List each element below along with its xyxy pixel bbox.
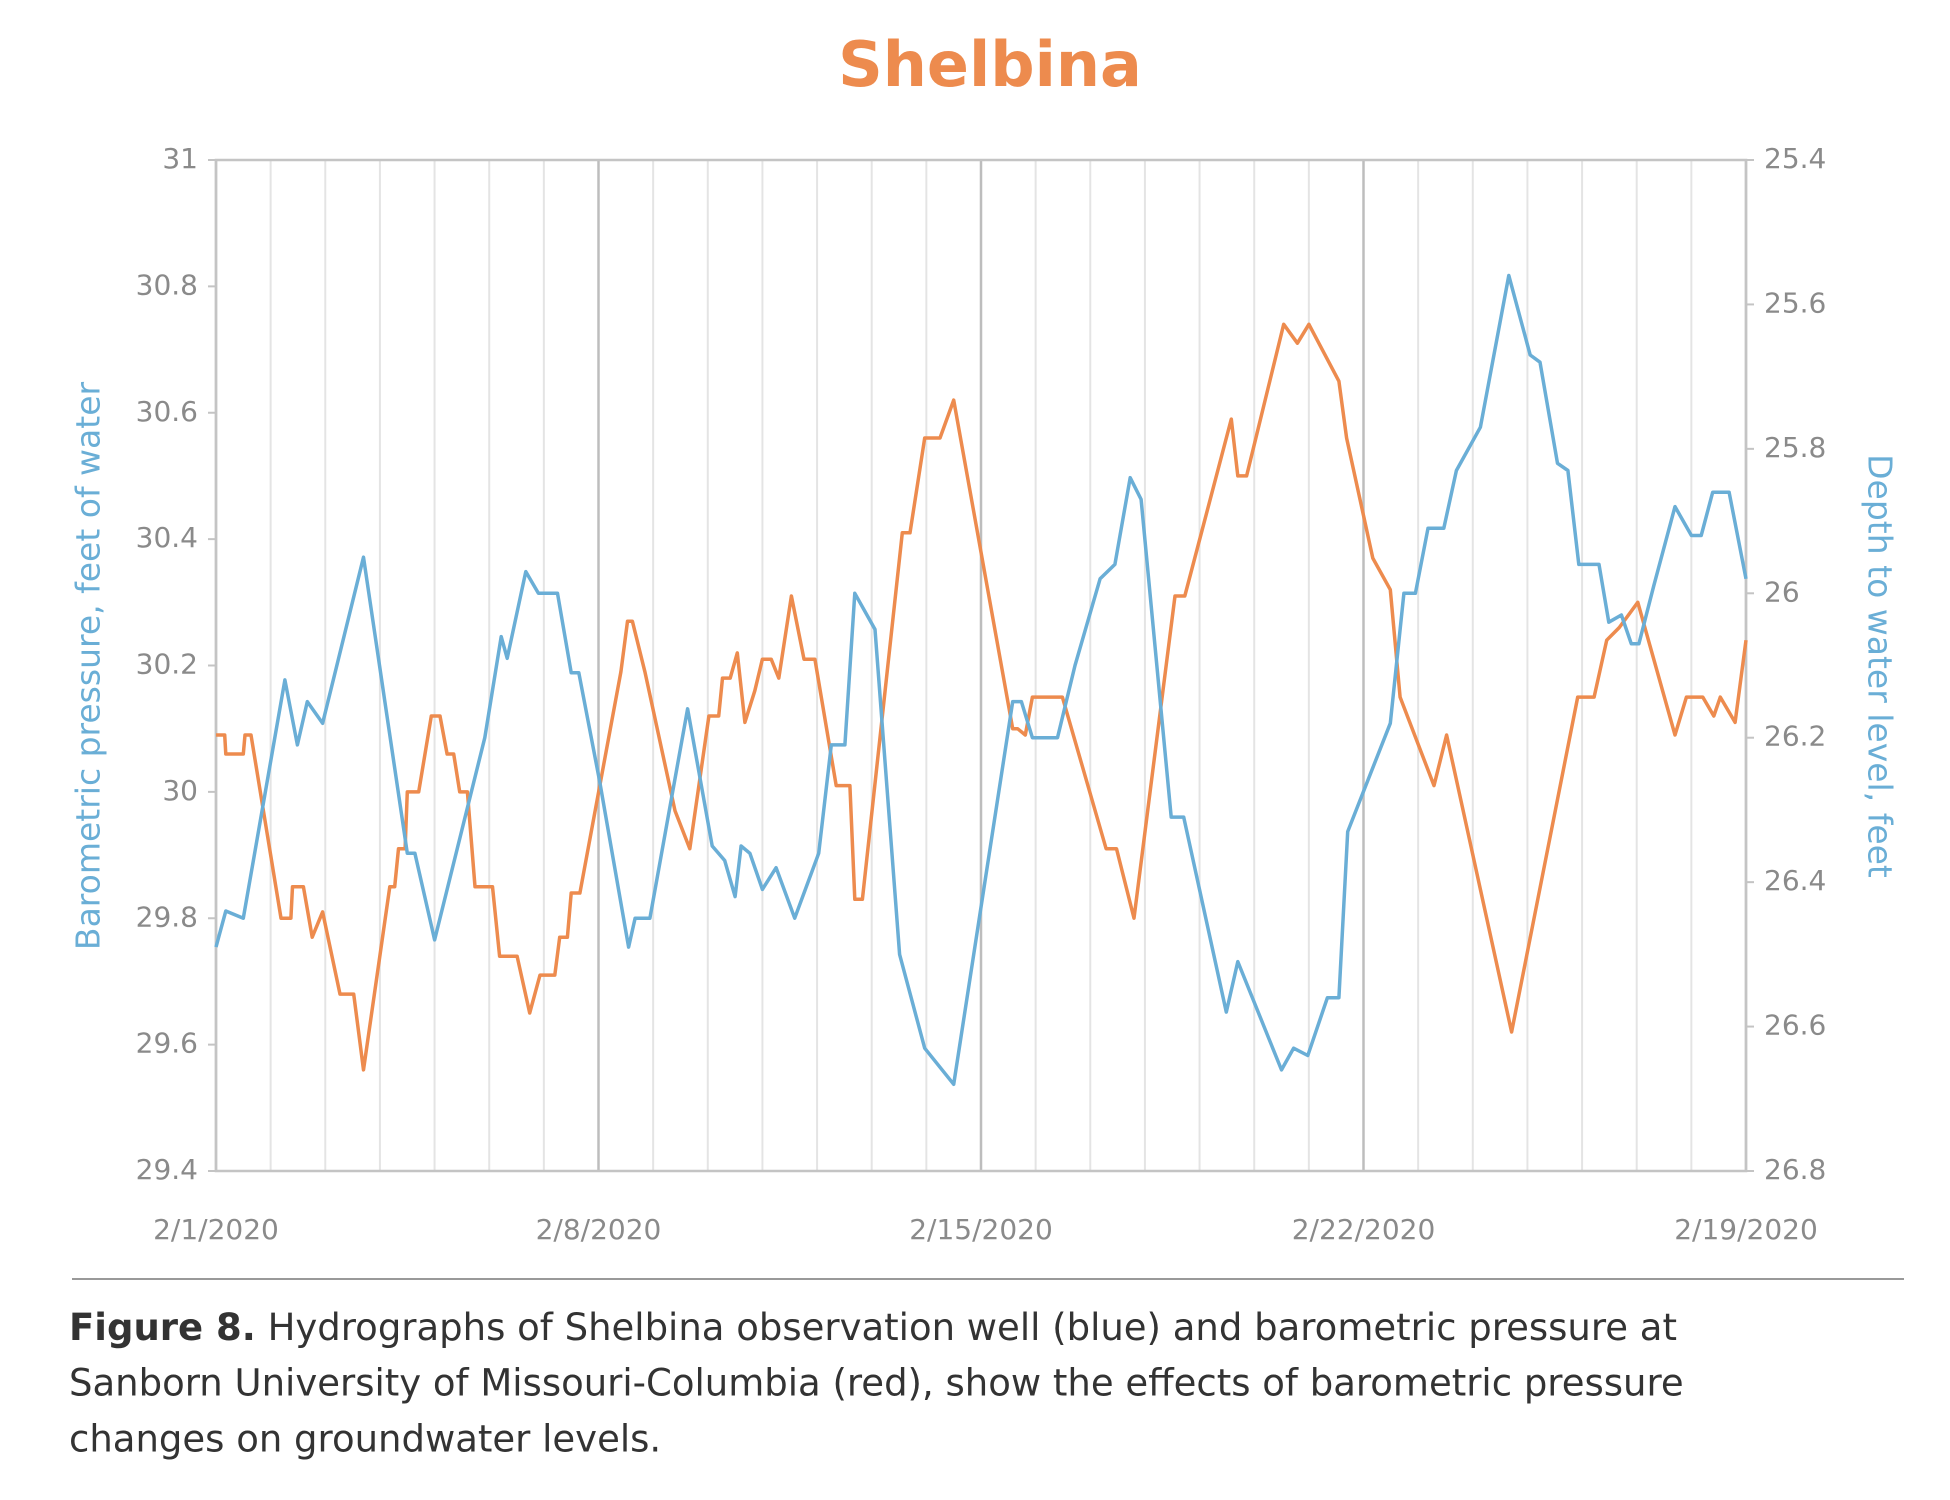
caption-line: changes on groundwater levels. <box>69 1418 661 1461</box>
y2-tick-label: 26.8 <box>1764 1153 1826 1186</box>
x-tick-label: 2/22/2020 <box>1292 1213 1436 1246</box>
y2-axis-label: Depth to water level, feet <box>1861 454 1900 878</box>
y-axis-label: Barometric pressure, feet of water <box>69 381 108 950</box>
y-tick-label: 30.6 <box>136 395 198 428</box>
y-tick-label: 30.2 <box>136 648 198 681</box>
x-tick-label: 2/19/2020 <box>1674 1213 1818 1246</box>
y-tick-label: 29.8 <box>136 900 198 933</box>
y2-tick-label: 26.6 <box>1764 1009 1826 1042</box>
y2-tick-label: 25.8 <box>1764 431 1826 464</box>
y-tick-label: 30 <box>162 774 198 807</box>
y2-tick-label: 25.4 <box>1764 142 1826 175</box>
y2-tick-label: 26 <box>1764 575 1800 608</box>
y2-tick-label: 25.6 <box>1764 286 1826 319</box>
series-line <box>216 322 1748 1072</box>
y-tick-label: 29.6 <box>136 1027 198 1060</box>
caption-label: Figure 8. <box>69 1306 256 1349</box>
plot: 2/1/2020 2/8/2020 2/15/2020 2/22/2020 2/19/2… <box>136 142 1827 1246</box>
y-tick-label: 29.4 <box>136 1153 198 1186</box>
caption-line: Sanborn University of Missouri-Columbia … <box>69 1362 1684 1405</box>
y-tick-label: 31 <box>162 142 198 175</box>
caption-line: Figure 8. Hydrographs of Shelbina observ… <box>69 1306 1677 1349</box>
caption-text: Hydrographs of Shelbina observation well… <box>256 1306 1677 1349</box>
x-tick-label: 2/15/2020 <box>909 1213 1053 1246</box>
y2-tick-label: 26.4 <box>1764 864 1826 897</box>
chart-title: Shelbina <box>838 28 1142 101</box>
y-tick-label: 30.8 <box>136 268 198 301</box>
x-tick-label: 2/8/2020 <box>536 1213 662 1246</box>
y2-tick-label: 26.2 <box>1764 720 1826 753</box>
y-tick-label: 30.4 <box>136 521 198 554</box>
series-line <box>214 273 1748 1087</box>
x-tick-label: 2/1/2020 <box>153 1213 279 1246</box>
